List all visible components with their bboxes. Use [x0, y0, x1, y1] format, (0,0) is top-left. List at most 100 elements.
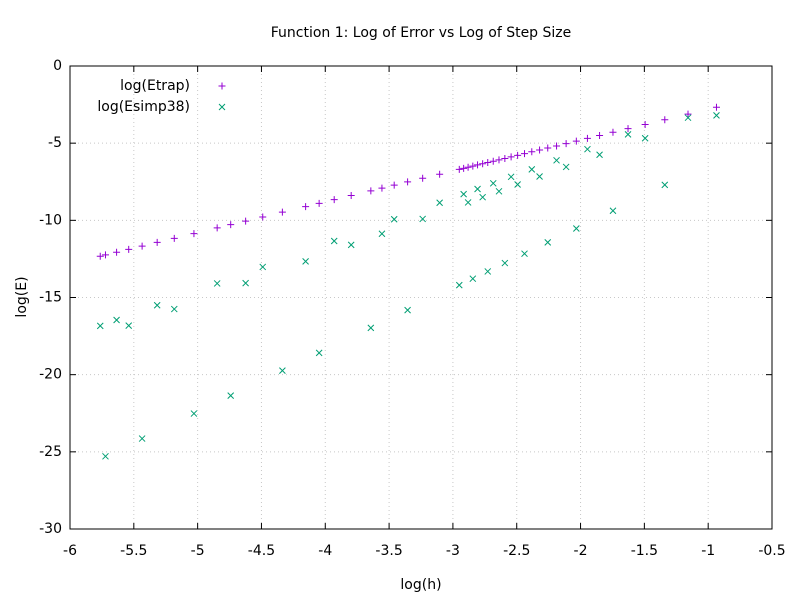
data-point — [544, 144, 552, 152]
data-point — [190, 410, 198, 417]
x-tick-label: -5 — [191, 543, 205, 559]
data-point — [507, 153, 515, 161]
data-point — [609, 128, 617, 136]
data-point — [347, 241, 355, 249]
y-tick-label: -10 — [39, 212, 62, 228]
data-point — [227, 221, 235, 229]
data-point — [489, 179, 497, 187]
y-axis-label: log(E) — [14, 276, 30, 317]
data-point — [469, 275, 477, 283]
data-point — [138, 242, 146, 250]
data-point — [259, 213, 267, 221]
data-point — [684, 114, 692, 122]
data-point — [378, 230, 386, 238]
y-tick-label: -15 — [39, 290, 62, 306]
legend-marker — [218, 103, 226, 111]
data-point — [390, 181, 398, 189]
data-point — [460, 164, 468, 172]
data-point — [419, 215, 427, 223]
data-point — [544, 239, 552, 246]
data-point — [315, 349, 323, 357]
data-point — [583, 134, 591, 142]
data-point — [302, 258, 309, 265]
data-point — [242, 217, 250, 225]
data-point — [102, 452, 109, 460]
data-point — [474, 161, 482, 169]
data-point — [138, 435, 146, 442]
data-point — [484, 158, 492, 166]
legend-label: log(Etrap) — [120, 78, 190, 94]
data-point — [495, 187, 503, 195]
data-point — [507, 173, 515, 181]
x-tick-label: -1 — [701, 543, 715, 559]
data-point — [528, 166, 536, 173]
data-point — [484, 268, 492, 275]
y-tick-label: -20 — [39, 367, 62, 383]
data-point — [125, 322, 133, 329]
data-point — [101, 251, 109, 259]
chart-title: Function 1: Log of Error vs Log of Step … — [271, 25, 572, 41]
data-point — [469, 162, 477, 170]
data-point — [562, 140, 570, 148]
data-point — [514, 181, 521, 188]
data-point — [367, 324, 375, 332]
data-point — [572, 137, 580, 145]
data-point — [213, 280, 221, 287]
data-point — [489, 157, 497, 165]
x-tick-label: -3 — [446, 543, 460, 559]
data-point — [404, 306, 411, 314]
x-tick-label: -3.5 — [375, 543, 402, 559]
data-point — [153, 301, 161, 309]
data-point — [113, 248, 121, 256]
data-point — [404, 178, 412, 186]
data-point — [464, 199, 472, 206]
x-tick-label: -2 — [574, 543, 588, 559]
y-tick-label: 0 — [53, 58, 62, 74]
x-tick-label: -2.5 — [503, 543, 530, 559]
data-point — [367, 187, 375, 195]
data-point — [501, 154, 509, 162]
data-point — [455, 281, 463, 289]
data-point — [170, 305, 178, 313]
x-tick-label: -6 — [63, 543, 77, 559]
data-point — [712, 103, 720, 111]
data-point — [584, 145, 591, 153]
y-tick-label: -5 — [48, 135, 62, 151]
data-point — [242, 279, 249, 287]
data-point — [536, 173, 543, 180]
data-point — [96, 252, 104, 260]
data-point — [213, 224, 221, 232]
data-point — [464, 163, 472, 171]
data-point — [641, 120, 649, 128]
data-point — [479, 193, 487, 201]
data-point — [460, 190, 467, 198]
data-point — [713, 112, 720, 119]
data-point — [455, 165, 463, 173]
x-tick-label: -4 — [318, 543, 332, 559]
data-point — [96, 322, 104, 330]
data-point — [330, 237, 338, 245]
data-point — [609, 207, 617, 215]
data-point — [553, 156, 560, 164]
data-point — [279, 367, 286, 375]
data-point — [562, 163, 570, 171]
data-point — [302, 203, 310, 211]
data-point — [153, 238, 161, 246]
data-point — [528, 148, 536, 156]
data-point — [521, 250, 528, 258]
data-point — [596, 131, 604, 139]
x-tick-label: -0.5 — [758, 543, 785, 559]
plot-border — [69, 65, 773, 530]
data-point — [596, 151, 603, 159]
data-point — [330, 196, 338, 204]
x-axis-label: log(h) — [400, 577, 441, 593]
data-point — [521, 150, 529, 158]
data-point — [624, 125, 632, 133]
data-point — [259, 263, 267, 271]
data-point — [479, 160, 487, 168]
data-point — [113, 316, 120, 324]
data-point — [278, 208, 286, 216]
data-point — [390, 215, 398, 223]
data-point — [436, 170, 444, 178]
